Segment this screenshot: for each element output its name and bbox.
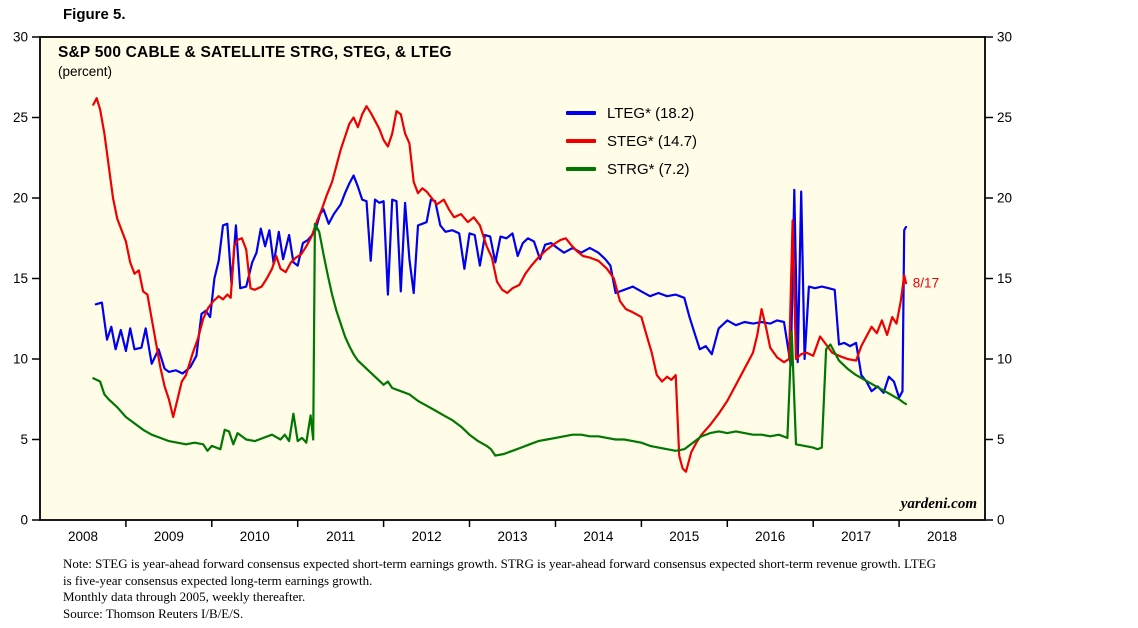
svg-text:5: 5 bbox=[20, 432, 28, 447]
note-source: Source: Thomson Reuters I/B/E/S. bbox=[63, 605, 244, 621]
svg-text:2012: 2012 bbox=[412, 529, 442, 544]
svg-text:30: 30 bbox=[997, 30, 1012, 45]
svg-text:5: 5 bbox=[997, 432, 1005, 447]
notes: Note: STEG is year-ahead forward consens… bbox=[63, 556, 943, 623]
svg-text:2015: 2015 bbox=[669, 529, 699, 544]
svg-text:2014: 2014 bbox=[583, 529, 614, 544]
svg-text:2018: 2018 bbox=[927, 529, 957, 544]
svg-text:0: 0 bbox=[997, 513, 1005, 528]
svg-text:10: 10 bbox=[997, 352, 1012, 367]
lteg-line-swatch bbox=[566, 110, 596, 116]
svg-text:20: 20 bbox=[997, 191, 1012, 206]
svg-text:0: 0 bbox=[20, 513, 28, 528]
svg-text:10: 10 bbox=[13, 352, 28, 367]
legend-label-lteg: LTEG* (18.2) bbox=[607, 104, 695, 122]
legend-item-strg: STRG* (7.2) bbox=[566, 155, 697, 183]
svg-text:30: 30 bbox=[13, 30, 28, 45]
svg-text:25: 25 bbox=[997, 110, 1012, 125]
watermark: yardeni.com bbox=[900, 496, 977, 512]
legend: LTEG* (18.2) STEG* (14.7) STRG* (7.2) bbox=[566, 99, 697, 183]
svg-text:2016: 2016 bbox=[755, 529, 785, 544]
legend-label-steg: STEG* (14.7) bbox=[607, 132, 698, 150]
svg-text:25: 25 bbox=[13, 110, 28, 125]
svg-text:15: 15 bbox=[997, 271, 1012, 286]
figure-label: Figure 5. bbox=[63, 6, 126, 23]
chart-title: S&P 500 CABLE & SATELLITE STRG, STEG, & … bbox=[58, 44, 452, 61]
legend-item-steg: STEG* (14.7) bbox=[566, 127, 697, 155]
svg-text:2009: 2009 bbox=[154, 529, 184, 544]
svg-text:2010: 2010 bbox=[240, 529, 270, 544]
svg-text:2008: 2008 bbox=[68, 529, 98, 544]
strg-line-swatch bbox=[566, 166, 596, 172]
note-text: Note: STEG is year-ahead forward consens… bbox=[63, 556, 936, 588]
svg-text:2011: 2011 bbox=[326, 529, 355, 544]
svg-text:20: 20 bbox=[13, 191, 28, 206]
steg-line-swatch bbox=[566, 138, 596, 144]
chart-subtitle: (percent) bbox=[58, 64, 113, 79]
svg-text:2013: 2013 bbox=[497, 529, 527, 544]
svg-text:8/17: 8/17 bbox=[913, 275, 939, 290]
chart-canvas: 0 0 5 5 10 10 15 15 20 20 25 25 30 30 2008 2009 2010 2011… bbox=[13, 30, 1012, 544]
svg-text:15: 15 bbox=[13, 271, 28, 286]
legend-label-strg: STRG* (7.2) bbox=[607, 160, 690, 178]
svg-text:2017: 2017 bbox=[841, 529, 871, 544]
note-frequency: Monthly data through 2005, weekly therea… bbox=[63, 589, 306, 605]
legend-item-lteg: LTEG* (18.2) bbox=[566, 99, 697, 127]
